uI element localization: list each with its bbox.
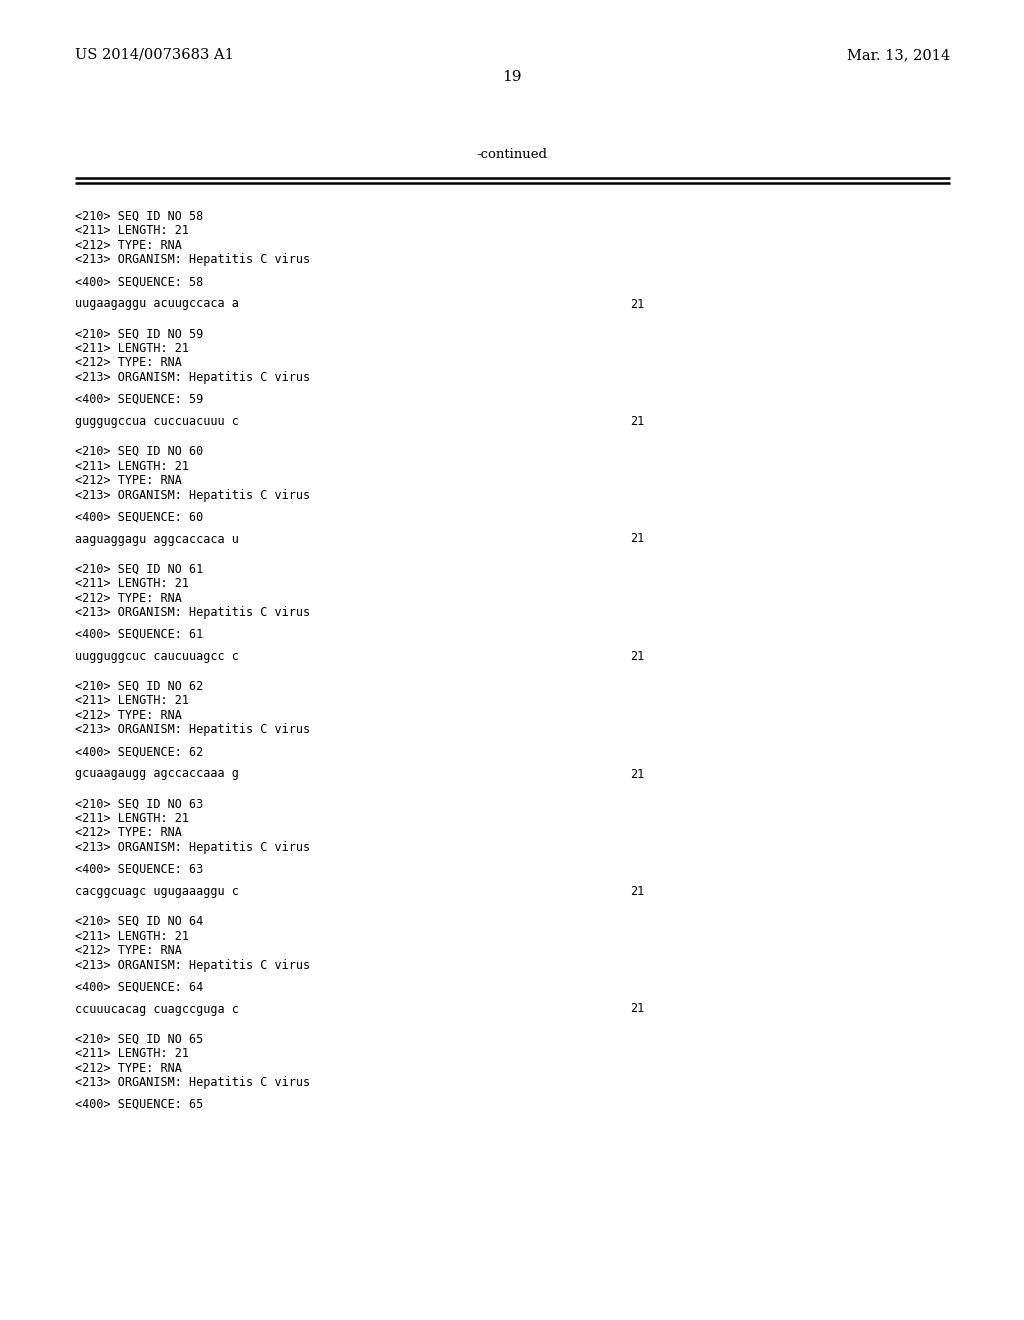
Text: <400> SEQUENCE: 62: <400> SEQUENCE: 62 xyxy=(75,746,203,759)
Text: <212> TYPE: RNA: <212> TYPE: RNA xyxy=(75,944,182,957)
Text: 21: 21 xyxy=(630,1002,644,1015)
Text: gcuaagaugg agccaccaaa g: gcuaagaugg agccaccaaa g xyxy=(75,767,239,780)
Text: <212> TYPE: RNA: <212> TYPE: RNA xyxy=(75,591,182,605)
Text: <211> LENGTH: 21: <211> LENGTH: 21 xyxy=(75,459,189,473)
Text: <400> SEQUENCE: 58: <400> SEQUENCE: 58 xyxy=(75,276,203,289)
Text: <210> SEQ ID NO 59: <210> SEQ ID NO 59 xyxy=(75,327,203,341)
Text: 21: 21 xyxy=(630,767,644,780)
Text: <211> LENGTH: 21: <211> LENGTH: 21 xyxy=(75,929,189,942)
Text: guggugccua cuccuacuuu c: guggugccua cuccuacuuu c xyxy=(75,414,239,428)
Text: <212> TYPE: RNA: <212> TYPE: RNA xyxy=(75,474,182,487)
Text: <213> ORGANISM: Hepatitis C virus: <213> ORGANISM: Hepatitis C virus xyxy=(75,488,310,502)
Text: <210> SEQ ID NO 61: <210> SEQ ID NO 61 xyxy=(75,562,203,576)
Text: 21: 21 xyxy=(630,884,644,898)
Text: <212> TYPE: RNA: <212> TYPE: RNA xyxy=(75,239,182,252)
Text: <400> SEQUENCE: 61: <400> SEQUENCE: 61 xyxy=(75,628,203,642)
Text: <211> LENGTH: 21: <211> LENGTH: 21 xyxy=(75,1047,189,1060)
Text: <400> SEQUENCE: 64: <400> SEQUENCE: 64 xyxy=(75,981,203,994)
Text: aaguaggagu aggcaccaca u: aaguaggagu aggcaccaca u xyxy=(75,532,239,545)
Text: <213> ORGANISM: Hepatitis C virus: <213> ORGANISM: Hepatitis C virus xyxy=(75,371,310,384)
Text: uugaagaggu acuugccaca a: uugaagaggu acuugccaca a xyxy=(75,297,239,310)
Text: <210> SEQ ID NO 58: <210> SEQ ID NO 58 xyxy=(75,210,203,223)
Text: <213> ORGANISM: Hepatitis C virus: <213> ORGANISM: Hepatitis C virus xyxy=(75,1076,310,1089)
Text: <210> SEQ ID NO 63: <210> SEQ ID NO 63 xyxy=(75,797,203,810)
Text: 19: 19 xyxy=(502,70,522,84)
Text: <211> LENGTH: 21: <211> LENGTH: 21 xyxy=(75,577,189,590)
Text: ccuuucacag cuagccguga c: ccuuucacag cuagccguga c xyxy=(75,1002,239,1015)
Text: 21: 21 xyxy=(630,297,644,310)
Text: <210> SEQ ID NO 65: <210> SEQ ID NO 65 xyxy=(75,1032,203,1045)
Text: <210> SEQ ID NO 60: <210> SEQ ID NO 60 xyxy=(75,445,203,458)
Text: <400> SEQUENCE: 59: <400> SEQUENCE: 59 xyxy=(75,393,203,407)
Text: 21: 21 xyxy=(630,414,644,428)
Text: <213> ORGANISM: Hepatitis C virus: <213> ORGANISM: Hepatitis C virus xyxy=(75,253,310,267)
Text: 21: 21 xyxy=(630,532,644,545)
Text: <400> SEQUENCE: 63: <400> SEQUENCE: 63 xyxy=(75,863,203,876)
Text: <210> SEQ ID NO 64: <210> SEQ ID NO 64 xyxy=(75,915,203,928)
Text: <213> ORGANISM: Hepatitis C virus: <213> ORGANISM: Hepatitis C virus xyxy=(75,958,310,972)
Text: <212> TYPE: RNA: <212> TYPE: RNA xyxy=(75,356,182,370)
Text: <212> TYPE: RNA: <212> TYPE: RNA xyxy=(75,709,182,722)
Text: <212> TYPE: RNA: <212> TYPE: RNA xyxy=(75,1061,182,1074)
Text: <210> SEQ ID NO 62: <210> SEQ ID NO 62 xyxy=(75,680,203,693)
Text: uugguggcuc caucuuagcc c: uugguggcuc caucuuagcc c xyxy=(75,649,239,663)
Text: <211> LENGTH: 21: <211> LENGTH: 21 xyxy=(75,342,189,355)
Text: <213> ORGANISM: Hepatitis C virus: <213> ORGANISM: Hepatitis C virus xyxy=(75,723,310,737)
Text: <211> LENGTH: 21: <211> LENGTH: 21 xyxy=(75,694,189,708)
Text: <212> TYPE: RNA: <212> TYPE: RNA xyxy=(75,826,182,840)
Text: 21: 21 xyxy=(630,649,644,663)
Text: Mar. 13, 2014: Mar. 13, 2014 xyxy=(847,48,950,62)
Text: <213> ORGANISM: Hepatitis C virus: <213> ORGANISM: Hepatitis C virus xyxy=(75,841,310,854)
Text: <213> ORGANISM: Hepatitis C virus: <213> ORGANISM: Hepatitis C virus xyxy=(75,606,310,619)
Text: <400> SEQUENCE: 60: <400> SEQUENCE: 60 xyxy=(75,511,203,524)
Text: <211> LENGTH: 21: <211> LENGTH: 21 xyxy=(75,812,189,825)
Text: <400> SEQUENCE: 65: <400> SEQUENCE: 65 xyxy=(75,1098,203,1111)
Text: US 2014/0073683 A1: US 2014/0073683 A1 xyxy=(75,48,233,62)
Text: cacggcuagc ugugaaaggu c: cacggcuagc ugugaaaggu c xyxy=(75,884,239,898)
Text: <211> LENGTH: 21: <211> LENGTH: 21 xyxy=(75,224,189,238)
Text: -continued: -continued xyxy=(476,148,548,161)
